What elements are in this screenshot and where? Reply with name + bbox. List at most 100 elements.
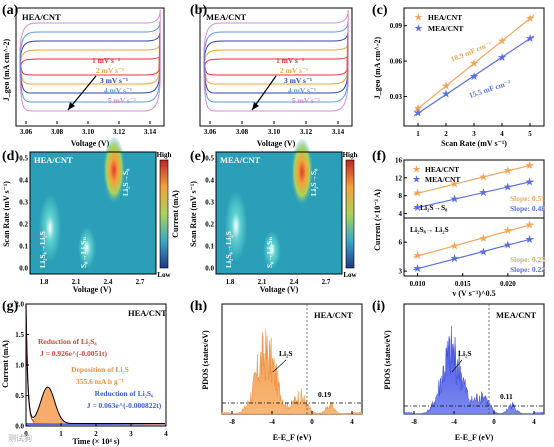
data-point: ★ — [497, 36, 507, 48]
heatmap-d-colorbar — [159, 159, 169, 269]
cv-scan-label: 1 mV s⁻¹ — [276, 56, 304, 65]
cv-b-loops — [203, 9, 349, 112]
cv-xtick-label: 3.06 — [20, 128, 33, 136]
chart-g-ann-1: Reduction of Li₂S₈ — [38, 337, 97, 346]
panel-label-e: (e) — [190, 149, 206, 164]
chart-c-ylabel: J_geo (mA cm^-2) — [373, 36, 382, 99]
panel-label-a: (a) — [2, 3, 19, 18]
fit-line — [413, 35, 535, 117]
cv-scan-label: 5 mV s⁻¹ — [292, 96, 320, 105]
ytick-label: 16 — [395, 157, 403, 165]
chart-i-xticks: -8 -4 0 4 — [411, 411, 536, 426]
xtick-label: 3 — [472, 130, 476, 138]
fit-line — [413, 163, 534, 195]
data-point: ★ — [413, 263, 423, 275]
heatmap-e-yticks: 0.5 0.4 0.3 0.2 0.1 0.0 — [205, 155, 214, 273]
xtick-label: -4 — [451, 418, 457, 426]
heatmap-ytick-label: 0.0 — [19, 265, 28, 273]
xtick-label: 2 — [444, 130, 448, 138]
ytick-label: 4 — [399, 210, 403, 218]
ytick-label: 0.5 — [15, 392, 24, 400]
panel-c: (c) ★★★★★★★★★★0.030.060.091 2 3 4 5HEA/CNT★M… — [372, 3, 545, 148]
heatmap-d-xticks: 1.8 2.1 2.4 2.7 — [40, 278, 145, 286]
data-point: ★ — [469, 71, 479, 83]
heatmap-e-cbar-low: Low — [343, 271, 357, 279]
cv-xtick-label: 3.08 — [51, 128, 64, 136]
heatmap-d-yticks: 0.5 0.4 0.3 0.2 0.1 0.0 — [19, 155, 28, 273]
heatmap-ytick-label: 0.3 — [19, 199, 28, 207]
data-point: ★ — [450, 241, 460, 253]
data-point: ★ — [525, 160, 535, 172]
ytick-label: 1.0 — [15, 362, 24, 370]
heatmap-xtick-label: 2.1 — [72, 278, 81, 286]
xtick-label: 0 — [24, 430, 28, 438]
heatmap-xtick-label: 2.7 — [136, 278, 145, 286]
xtick-label: 2 — [94, 430, 98, 438]
panel-f: (f) ★★★★ ★★★★ ★ ★481216HEA/CNT★MEA/CNT★Li₂S… — [372, 149, 545, 298]
ytick-label: 8 — [399, 192, 403, 200]
heatmap-ytick-label: 0.2 — [19, 221, 28, 229]
panel-label-c: (c) — [372, 3, 388, 18]
cv-b-xlabel: Voltage (V) — [257, 139, 296, 148]
chart-i-ann-li2s: Li₂S — [458, 349, 472, 358]
chart-h-ann-li2s: Li₂S — [279, 349, 293, 358]
data-point: ★ — [450, 179, 460, 191]
ytick-label: 0.0 — [15, 423, 24, 431]
cv-a-xticks: 3.06 3.08 3.10 3.12 3.14 — [20, 121, 157, 136]
cv-scan-label: 4 mV s⁻¹ — [104, 86, 132, 95]
legend-mea: MEA/CNT — [428, 24, 463, 33]
cv-b-xticks: 3.06 3.08 3.10 3.12 3.14 — [204, 121, 345, 136]
heatmap-xtick-label: 2.4 — [290, 278, 299, 286]
xtick-label: 0 — [492, 418, 496, 426]
chart-i-xlabel: E-E_F (eV) — [455, 433, 494, 442]
heatmap-ytick-label: 0.1 — [19, 243, 28, 251]
xtick-label: 4 — [532, 418, 536, 426]
legend-hea-marker: ★ — [414, 13, 423, 24]
cv-a-arrowhead — [68, 102, 75, 110]
ytick-label: 0.09 — [390, 22, 403, 30]
heatmap-xtick-label: 1.8 — [226, 278, 235, 286]
chart-g-ann-6: J = 0.063e^(-0.000822t) — [87, 401, 162, 410]
chart-h-ann-pointer — [272, 359, 287, 373]
chart-g-xlabel: Time (× 10⁴ s) — [72, 437, 119, 446]
data-point: ★ — [479, 233, 489, 245]
watermark: 测试狗 — [8, 433, 32, 443]
panel-label-b: (b) — [190, 3, 207, 18]
cv-xtick-label: 3.06 — [204, 128, 217, 136]
chart-h-ylabel: PDOS (states/eV) — [201, 330, 210, 390]
panel-i: (i) MEA/CNT Li₂S 0.11 -8 -4 0 4 E-E_F (eV) … — [372, 299, 545, 442]
chart-g-marks: 0 1 2 3 4 0.0 0.5 1.0 1.5 2.0 — [15, 301, 168, 439]
heatmap-e-frame — [215, 151, 343, 275]
xtick-label: 0.015 — [455, 280, 471, 288]
cv-xtick-label: 3.10 — [268, 128, 281, 136]
xtick-label: -8 — [229, 418, 235, 426]
chart-h-frame — [221, 303, 363, 415]
slope-label-mea: Slope: 0.48 — [510, 204, 545, 213]
total-current-curve — [25, 303, 165, 425]
heatmap-ytick-label: 0.4 — [205, 177, 214, 185]
chart-i-ann-pointer — [451, 359, 463, 373]
heatmap-d-peak1 — [36, 186, 64, 270]
data-point: ★ — [503, 225, 513, 237]
heatmap-d-cbar-label: Current (mA) — [171, 190, 180, 238]
xtick-label: 4 — [500, 130, 504, 138]
heatmap-d-peak2-label: S₈→Li₂Sₙ — [79, 237, 88, 268]
fit-line — [413, 14, 535, 113]
chart-f-xlabel: v (V s⁻¹)^0.5 — [452, 289, 495, 298]
heatmap-ytick-label: 0.0 — [205, 265, 214, 273]
legend-mea: MEA/CNT — [425, 175, 460, 184]
cv-b-frame — [199, 7, 353, 127]
annotation: Li₂S₈→ Li₂S — [410, 225, 449, 234]
panel-h: (h) HEA/CNT Li₂S 0.19 -8 -4 0 4 E-E_F (eV) … — [190, 299, 363, 442]
data-point: ★ — [479, 187, 489, 199]
data-point: ★ — [441, 80, 451, 92]
data-point: ★ — [525, 234, 535, 246]
heatmap-e-peak1 — [222, 182, 250, 270]
chart-h-title: HEA/CNT — [314, 310, 353, 320]
heatmap-ytick-label: 0.2 — [205, 221, 214, 229]
cv-xtick-label: 3.10 — [82, 128, 95, 136]
chart-c-marks: ★★★★★★★★★★0.030.060.091 2 3 4 5HEA/CNT★MEA/C… — [390, 13, 535, 139]
chart-g-ann-5: Reduction of Li₂S₆ — [95, 389, 154, 398]
panel-e: (e) MEA/CNT Li₂S₈→Li₂S S₈→Li₂Sₙ Li₂S→S₈ … — [189, 138, 358, 294]
heatmap-d-peak3-label: Li₂S→S₈ — [121, 168, 130, 196]
